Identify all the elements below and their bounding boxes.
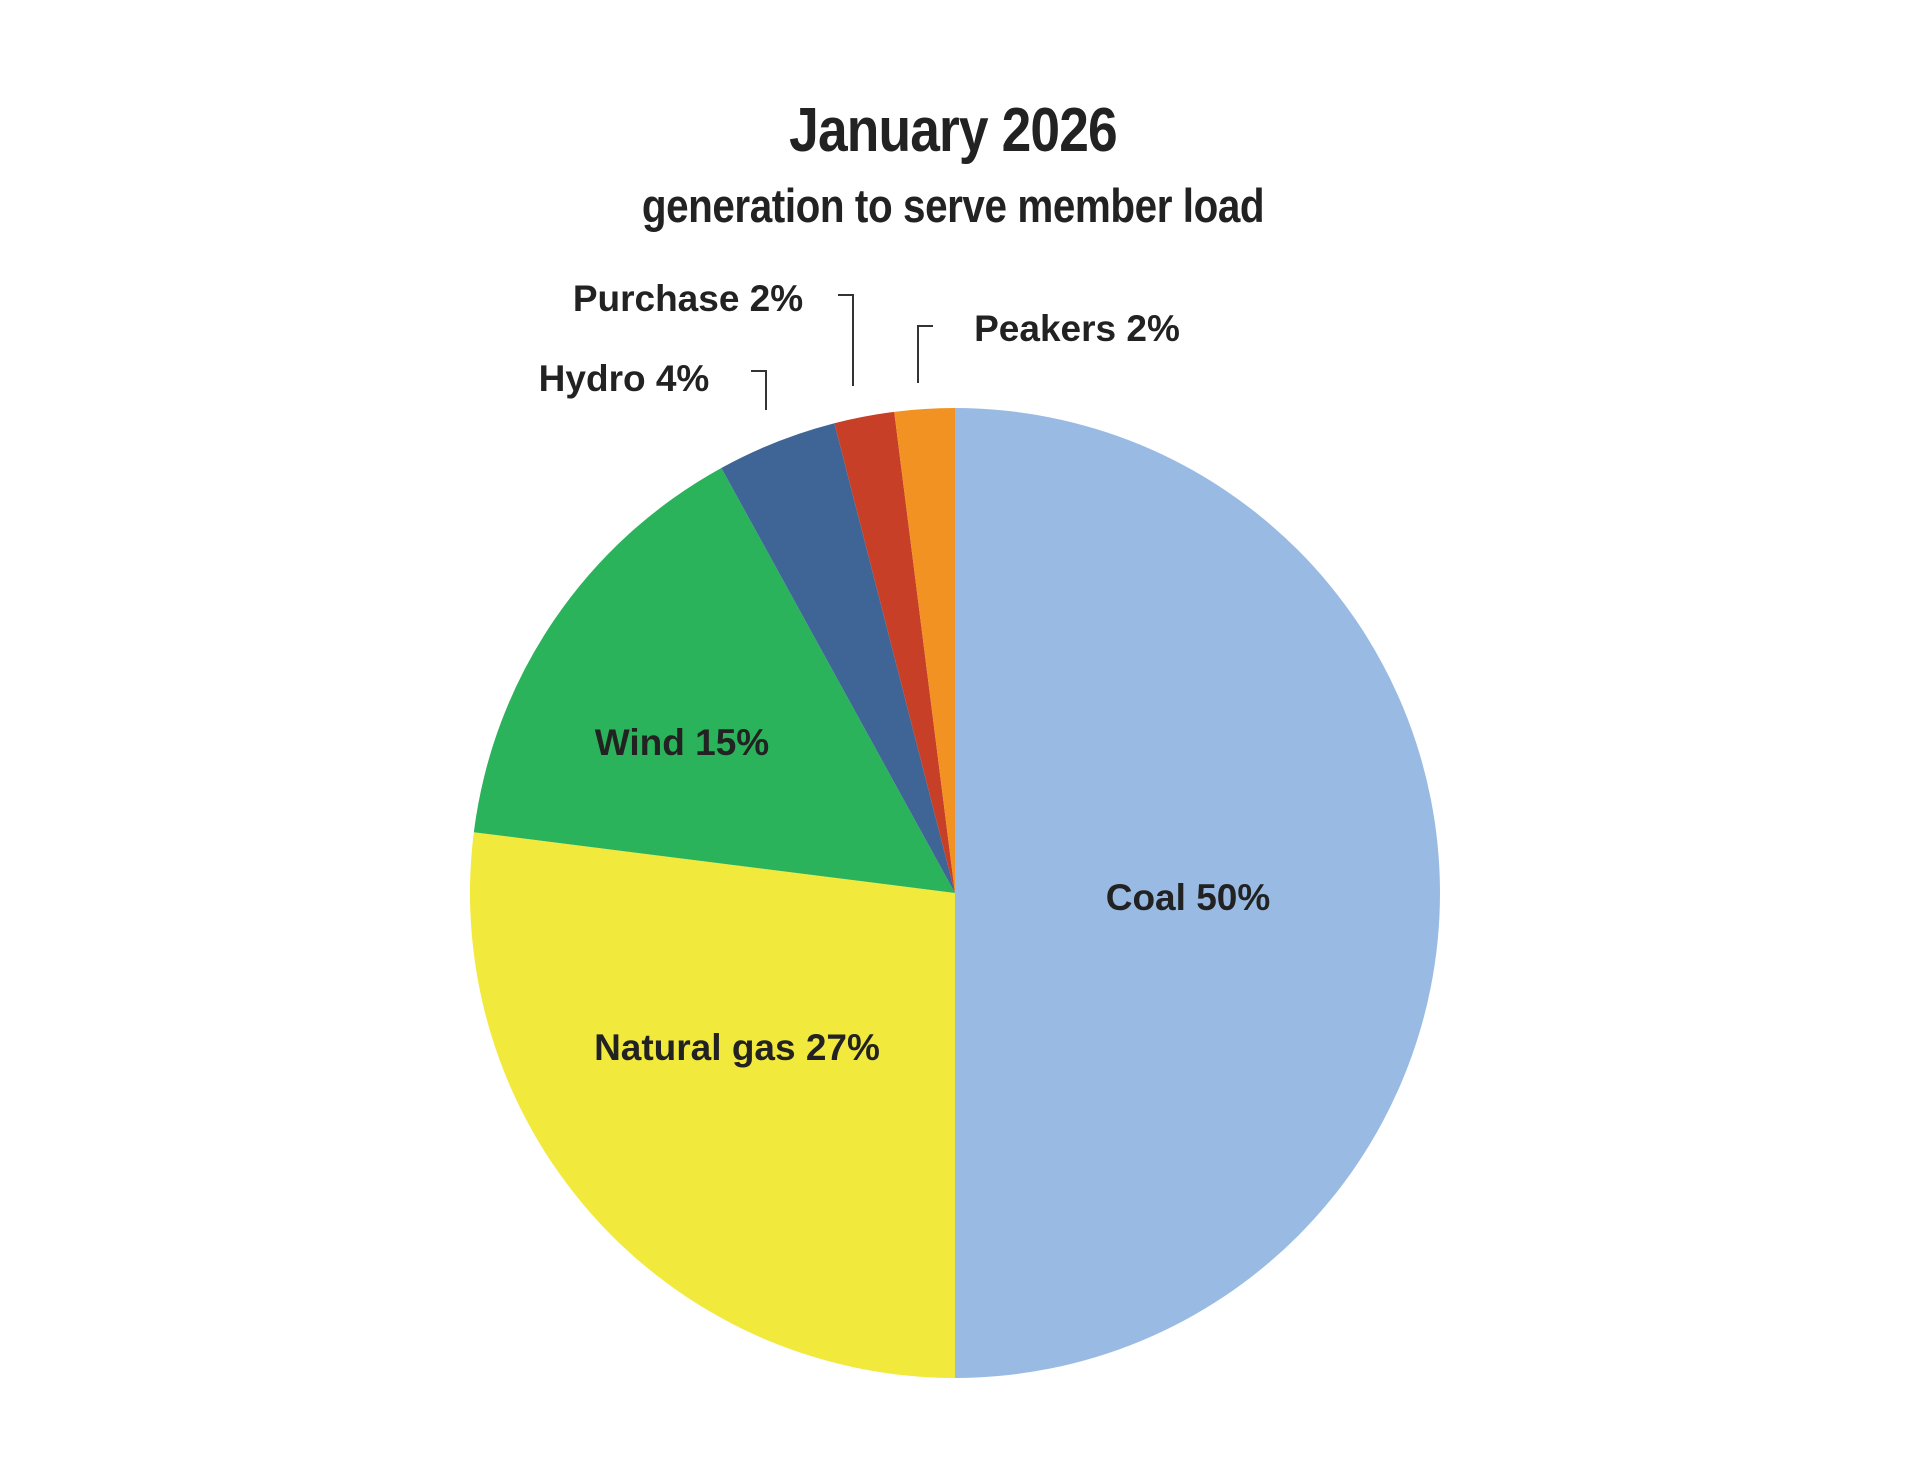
slice-label-coal: Coal 50% xyxy=(1106,877,1271,918)
pie-slice-purchase xyxy=(834,411,955,893)
slice-label-natural-gas: Natural gas 27% xyxy=(594,1027,880,1068)
pie-slice-hydro xyxy=(721,423,955,893)
pie-slice-wind xyxy=(473,467,955,893)
slice-label-wind: Wind 15% xyxy=(595,722,769,763)
leader-line-peakers xyxy=(917,325,933,383)
pie-slice-peakers xyxy=(894,408,955,893)
slice-label-purchase: Purchase 2% xyxy=(573,278,803,319)
leader-line-purchase xyxy=(838,294,854,386)
chart-title: January 2026 xyxy=(789,96,1117,165)
chart-subtitle: generation to serve member load xyxy=(641,179,1265,232)
slice-label-hydro: Hydro 4% xyxy=(539,358,710,399)
leader-line-hydro xyxy=(751,370,767,410)
slice-label-peakers: Peakers 2% xyxy=(974,308,1180,349)
pie-slice-natural-gas xyxy=(469,832,955,1378)
pie-slice-coal xyxy=(955,408,1440,1378)
